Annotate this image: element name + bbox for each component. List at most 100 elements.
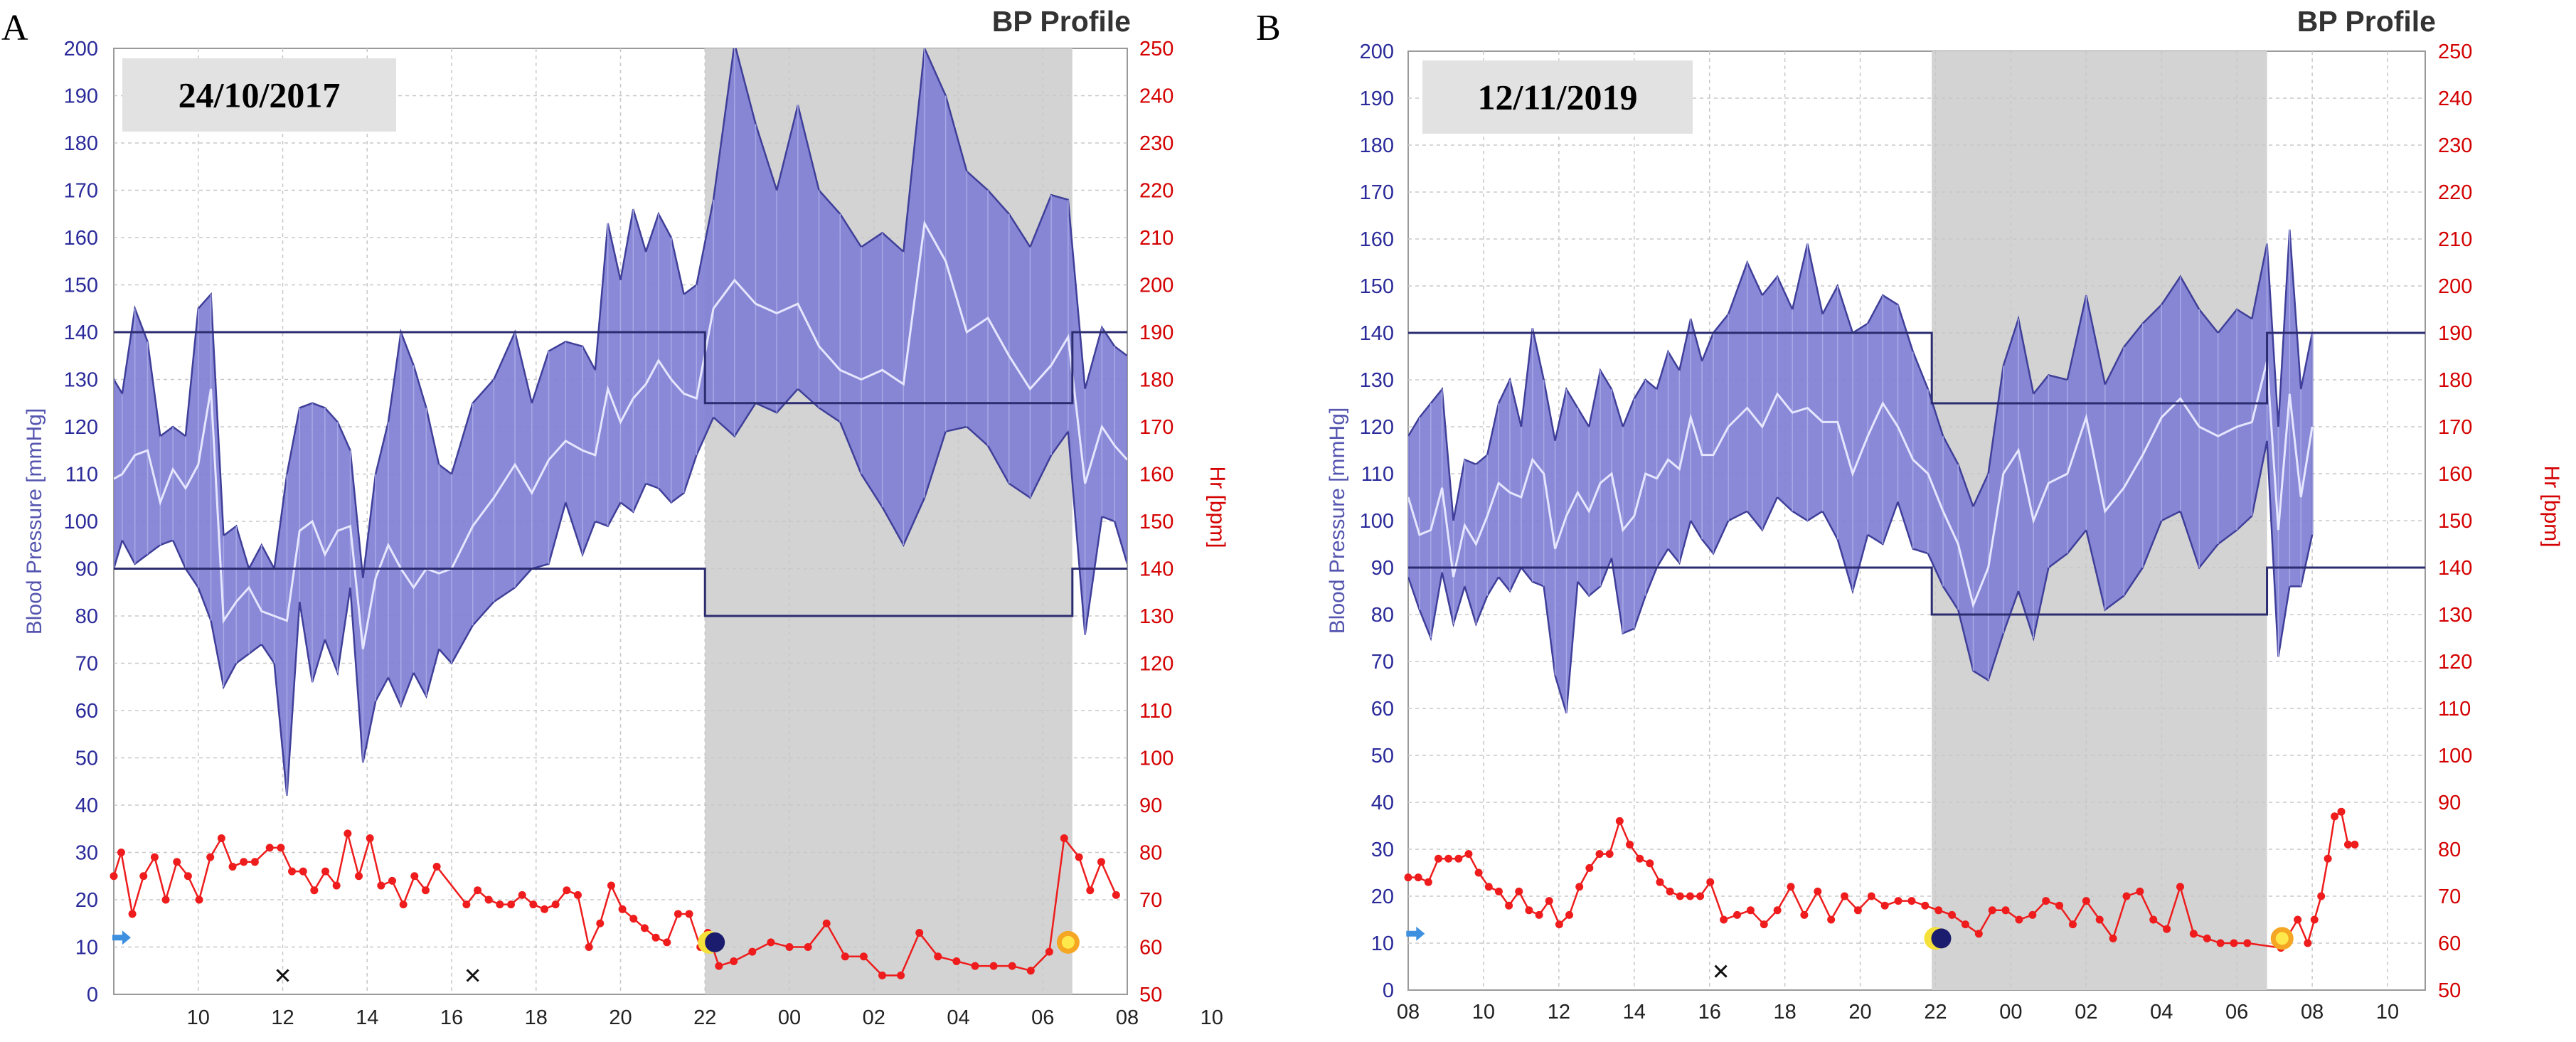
bp-tick-label: 140 bbox=[64, 321, 98, 344]
hr-tick-label: 160 bbox=[2438, 463, 2472, 486]
date-box bbox=[122, 58, 396, 132]
heart-rate-point bbox=[663, 938, 671, 947]
x-tick-label: 08 bbox=[1116, 1006, 1139, 1029]
heart-rate-point bbox=[1086, 886, 1095, 895]
hr-tick-label: 220 bbox=[1139, 180, 1173, 203]
heart-rate-point bbox=[2015, 915, 2023, 924]
heart-rate-point bbox=[484, 895, 493, 904]
heart-rate-point bbox=[195, 895, 203, 904]
cross-marker-icon bbox=[276, 969, 289, 982]
heart-rate-point bbox=[585, 943, 593, 951]
hr-tick-label: 130 bbox=[2438, 604, 2472, 627]
x-tick-label: 10 bbox=[1201, 1006, 1223, 1029]
sleep-moon-icon bbox=[1931, 928, 1952, 949]
heart-rate-point bbox=[2243, 939, 2252, 947]
x-tick-label: 08 bbox=[1397, 1001, 1420, 1024]
heart-rate-point bbox=[496, 900, 504, 909]
heart-rate-point bbox=[897, 971, 905, 979]
hr-tick-label: 200 bbox=[2438, 275, 2472, 298]
bp-tick-label: 70 bbox=[1371, 651, 1394, 674]
heart-rate-point bbox=[785, 943, 794, 951]
heart-rate-point bbox=[1760, 920, 1768, 929]
heart-rate-point bbox=[518, 891, 526, 899]
x-tick-label: 00 bbox=[778, 1006, 801, 1029]
heart-rate-point bbox=[1505, 901, 1513, 910]
bp-plot-layer bbox=[1408, 229, 2314, 713]
heart-rate-point bbox=[250, 858, 259, 866]
heart-rate-point bbox=[388, 876, 396, 885]
recording-date: 24/10/2017 bbox=[179, 75, 341, 115]
bp-tick-label: 150 bbox=[64, 275, 98, 297]
heart-rate-point bbox=[1853, 906, 1862, 915]
x-tick-label: 02 bbox=[2075, 1001, 2097, 1024]
bp-profile-chart-2017: 0102030405060708090100110120130140150160… bbox=[23, 5, 1229, 1029]
heart-rate-point bbox=[1555, 920, 1563, 929]
heart-rate-point bbox=[915, 929, 924, 937]
bp-tick-label: 30 bbox=[1371, 839, 1394, 861]
heart-rate-point bbox=[1525, 906, 1533, 915]
heart-rate-point bbox=[1948, 910, 1957, 919]
bp-tick-label: 90 bbox=[1371, 557, 1394, 580]
x-tick-label: 08 bbox=[2301, 1001, 2324, 1024]
heart-rate-point bbox=[1535, 910, 1543, 919]
heart-rate-point bbox=[2176, 883, 2184, 891]
hr-tick-label: 110 bbox=[1139, 700, 1172, 723]
heart-rate-point bbox=[551, 900, 560, 909]
heart-rate-point bbox=[399, 900, 408, 909]
heart-rate-point bbox=[183, 872, 192, 881]
hr-tick-label: 250 bbox=[2438, 41, 2472, 63]
x-tick-label: 12 bbox=[1548, 1001, 1570, 1024]
bp-tick-label: 140 bbox=[1360, 322, 1394, 345]
heart-rate-point bbox=[432, 862, 441, 871]
bp-tick-label: 30 bbox=[75, 842, 98, 865]
heart-rate-point bbox=[1656, 878, 1664, 886]
heart-rate-point bbox=[2230, 939, 2238, 947]
heart-rate-layer bbox=[110, 829, 1120, 979]
heart-rate-point bbox=[217, 834, 225, 843]
x-tick-label: 16 bbox=[440, 1006, 463, 1029]
heart-rate-point bbox=[573, 891, 582, 899]
heart-rate-point bbox=[878, 971, 886, 979]
hr-tick-label: 140 bbox=[2438, 557, 2472, 580]
heart-rate-point bbox=[1773, 906, 1782, 915]
x-tick-label: 10 bbox=[1472, 1001, 1495, 1024]
heart-rate-point bbox=[989, 962, 998, 970]
panel-label-b: B bbox=[1256, 8, 1281, 48]
heart-rate-point bbox=[1565, 910, 1574, 919]
bp-tick-label: 170 bbox=[64, 180, 98, 203]
hr-tick-label: 180 bbox=[1139, 369, 1173, 392]
bp-tick-label: 70 bbox=[75, 653, 98, 676]
heart-rate-point bbox=[2122, 892, 2131, 900]
heart-rate-point bbox=[1720, 915, 1728, 924]
hr-tick-label: 80 bbox=[1139, 842, 1162, 865]
bp-tick-label: 40 bbox=[75, 794, 98, 817]
heart-rate-point bbox=[344, 829, 352, 838]
heart-rate-point bbox=[161, 895, 170, 904]
heart-rate-point bbox=[1414, 873, 1422, 882]
heart-rate-point bbox=[715, 962, 723, 970]
bp-tick-label: 170 bbox=[1360, 181, 1394, 204]
hr-tick-label: 90 bbox=[1139, 794, 1162, 817]
heart-rate-point bbox=[2337, 807, 2346, 816]
heart-rate-point bbox=[607, 881, 615, 890]
heart-rate-point bbox=[2351, 840, 2359, 849]
panel-label-a: A bbox=[1, 8, 28, 48]
heart-rate-point bbox=[1907, 897, 1916, 905]
cross-marker-icon bbox=[1714, 964, 1728, 978]
heart-rate-point bbox=[1484, 883, 1493, 891]
diastolic-threshold-line bbox=[114, 568, 1127, 617]
heart-rate-point bbox=[529, 900, 538, 909]
heart-rate-point bbox=[1474, 868, 1483, 877]
heart-rate-point bbox=[1974, 930, 1983, 938]
heart-rate-point bbox=[150, 853, 159, 861]
heart-rate-point bbox=[1045, 947, 1053, 956]
heart-rate-point bbox=[1454, 854, 1463, 863]
heart-rate-point bbox=[971, 962, 979, 970]
heart-rate-point bbox=[2095, 915, 2104, 924]
heart-rate-point bbox=[1404, 873, 1412, 882]
bp-tick-label: 0 bbox=[87, 984, 98, 1006]
y-axis-label-bp: Blood Pressure [mmHg] bbox=[1326, 408, 1349, 634]
bp-profile-chart-2019: 0102030405060708090100110120130140150160… bbox=[1326, 5, 2563, 1024]
heart-rate-point bbox=[173, 858, 181, 866]
x-tick-label: 16 bbox=[1698, 1001, 1721, 1024]
